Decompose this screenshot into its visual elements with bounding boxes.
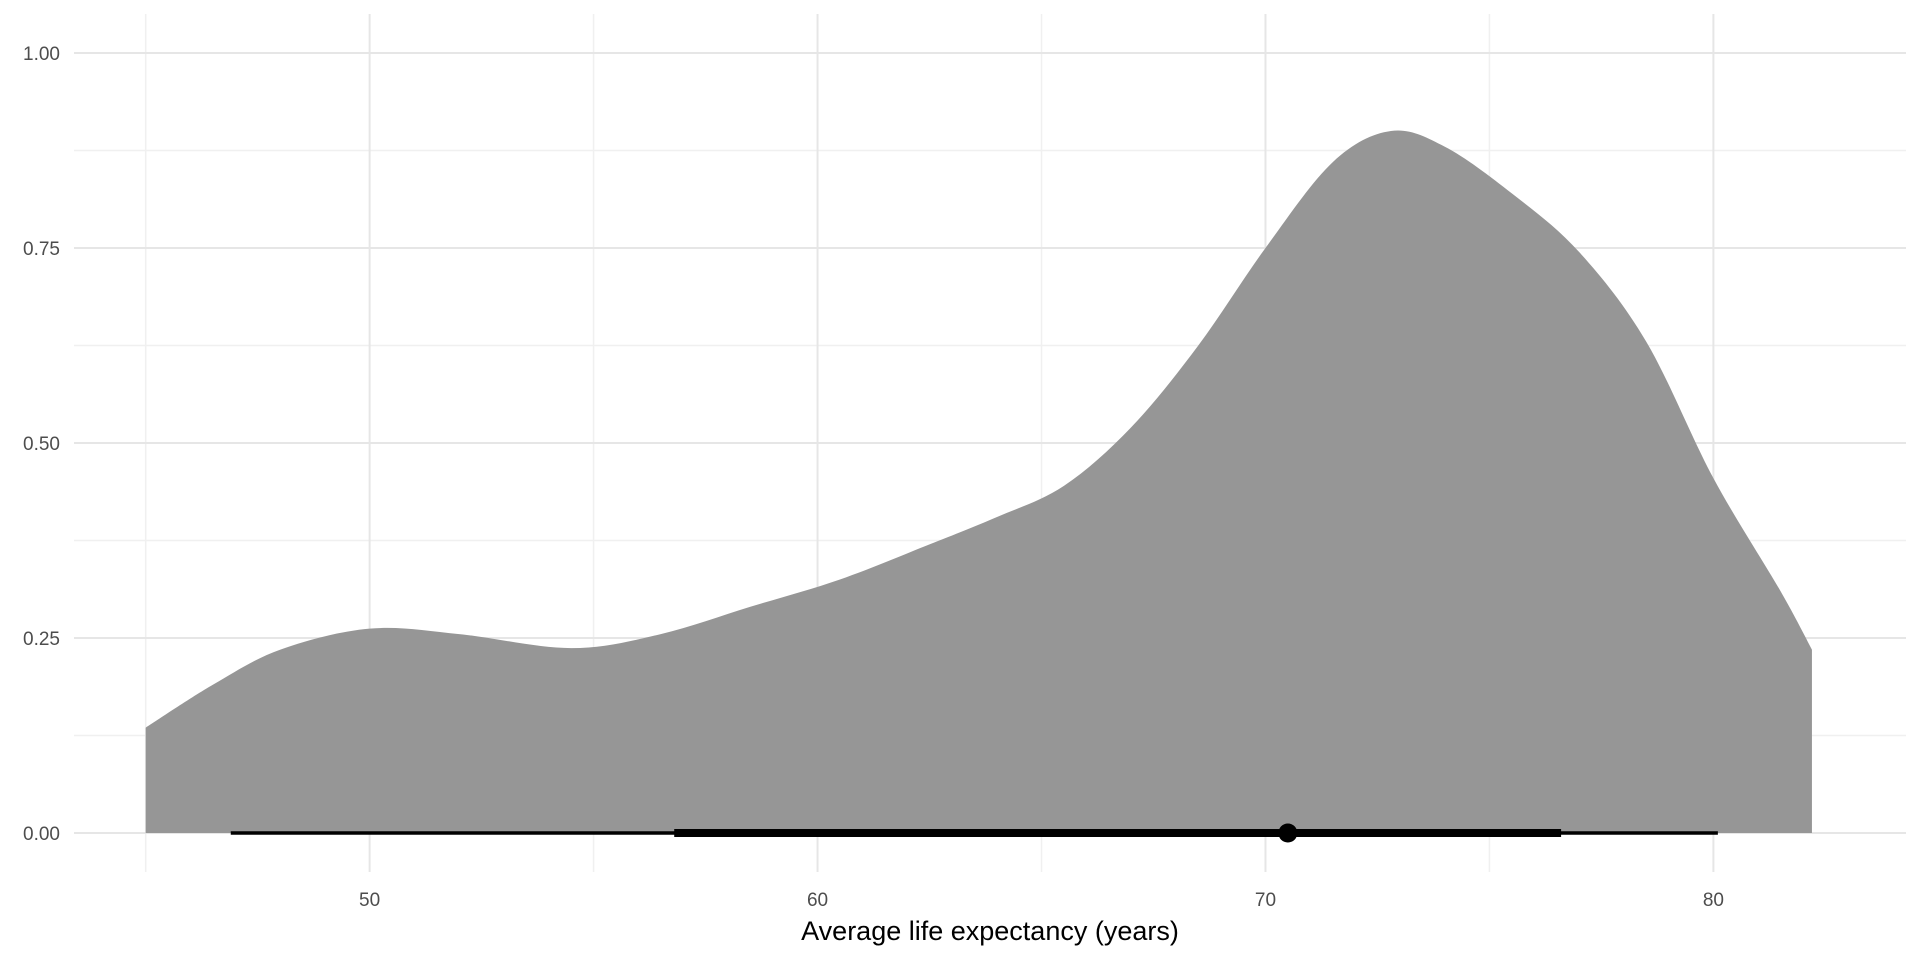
x-tick-label: 80	[1703, 890, 1724, 911]
y-tick-label: 0.75	[23, 239, 60, 260]
y-tick-label: 1.00	[23, 44, 60, 65]
x-tick-label: 70	[1255, 890, 1276, 911]
tick-label-layer: 50 60 70 80 0.00 0.25 0.50 0.75 1.00	[23, 44, 1724, 911]
x-tick-label: 50	[359, 890, 380, 911]
y-tick-label: 0.50	[23, 434, 60, 455]
y-tick-label: 0.00	[23, 824, 60, 845]
y-tick-label: 0.25	[23, 629, 60, 650]
median-point	[1278, 823, 1298, 843]
x-tick-label: 60	[807, 890, 828, 911]
data-layer	[145, 130, 1812, 843]
x-axis-title: Average life expectancy (years)	[801, 916, 1179, 946]
density-area	[145, 130, 1812, 833]
